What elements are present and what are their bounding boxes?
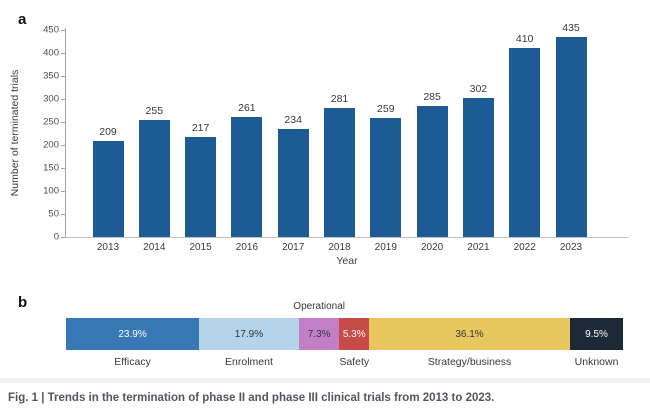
x-tick-label: 2021 bbox=[467, 242, 490, 253]
bar-value-label: 217 bbox=[191, 122, 210, 134]
bar-2022 bbox=[509, 48, 541, 237]
bar-2019 bbox=[370, 118, 402, 237]
y-tick-mark bbox=[61, 214, 65, 215]
panel-a-label: a bbox=[18, 11, 27, 28]
bar-value-label: 281 bbox=[330, 93, 349, 105]
x-tick-label: 2013 bbox=[96, 242, 120, 253]
y-tick-label: 300 bbox=[43, 93, 59, 105]
x-tick-label: 2017 bbox=[282, 242, 305, 253]
x-tick-label: 2014 bbox=[143, 242, 166, 253]
y-tick-label: 250 bbox=[43, 116, 59, 128]
y-tick-label: 400 bbox=[43, 47, 59, 59]
bar-chart: 0 50 100 150 200 250 300 350 400 450 209 2013 255 201… bbox=[43, 22, 628, 253]
segment-label-operational: Operational bbox=[293, 301, 346, 312]
y-tick-label: 50 bbox=[48, 208, 59, 220]
y-tick-mark bbox=[61, 191, 65, 192]
segment-operational: 7.3% bbox=[298, 318, 340, 350]
stacked-bar-chart: 23.9% Efficacy 17.9% Enrolment 7.3% Operation… bbox=[0, 280, 650, 380]
bar-value-label: 261 bbox=[238, 102, 256, 114]
segment-label-enrolment: Enrolment bbox=[225, 356, 273, 368]
segment-label-unknown: Unknown bbox=[574, 356, 619, 368]
segment-efficacy: 23.9% bbox=[66, 318, 200, 350]
x-tick-label: 2020 bbox=[420, 242, 444, 253]
y-tick-mark bbox=[61, 99, 65, 100]
bar-value-label: 209 bbox=[99, 126, 117, 138]
y-tick-label: 0 bbox=[53, 231, 59, 243]
y-tick-label: 200 bbox=[43, 139, 59, 151]
bar-2020 bbox=[416, 106, 448, 237]
x-axis-line bbox=[65, 237, 628, 238]
x-tick-label: 2023 bbox=[559, 242, 583, 253]
segment-label-efficacy: Efficacy bbox=[114, 356, 151, 368]
bar-value-label: 255 bbox=[145, 105, 164, 117]
y-tick-label: 450 bbox=[43, 24, 59, 36]
bar-2023 bbox=[555, 37, 587, 237]
y-axis-line bbox=[65, 28, 66, 237]
x-tick-label: 2015 bbox=[189, 242, 212, 253]
x-tick-label: 2016 bbox=[235, 242, 259, 253]
bar-2017 bbox=[277, 129, 309, 237]
y-tick-mark bbox=[61, 237, 65, 238]
y-tick-mark bbox=[61, 30, 65, 31]
bar-2018 bbox=[324, 108, 355, 237]
segment-label-strategy-business: Strategy/business bbox=[427, 356, 512, 368]
bar-2013 bbox=[92, 141, 124, 237]
bar-value-label: 259 bbox=[377, 103, 395, 115]
segment-unknown: 9.5% bbox=[570, 318, 623, 350]
segment-strategy-business: 36.1% bbox=[369, 318, 571, 350]
figure-divider bbox=[0, 378, 650, 383]
x-tick-label: 2018 bbox=[328, 242, 351, 253]
bar-2016 bbox=[231, 117, 263, 237]
bar-2021 bbox=[462, 98, 494, 237]
y-tick-mark bbox=[61, 168, 65, 169]
bar-value-label: 410 bbox=[515, 33, 534, 45]
x-tick-label: 2019 bbox=[374, 242, 397, 253]
bar-value-label: 285 bbox=[423, 91, 441, 103]
bar-value-label: 302 bbox=[469, 83, 488, 95]
figure-caption: Fig. 1 | Trends in the termination of ph… bbox=[8, 392, 495, 404]
x-axis-title: Year bbox=[336, 255, 358, 267]
y-tick-label: 100 bbox=[43, 185, 59, 197]
panel-b-label: b bbox=[18, 294, 28, 311]
segment-safety: 5.3% bbox=[339, 318, 369, 350]
segment-enrolment: 17.9% bbox=[199, 318, 299, 350]
y-tick-mark bbox=[61, 122, 65, 123]
y-tick-mark bbox=[61, 53, 65, 54]
y-tick-label: 350 bbox=[43, 70, 59, 82]
y-tick-mark bbox=[61, 145, 65, 146]
x-tick-label: 2022 bbox=[513, 242, 536, 253]
y-tick-label: 150 bbox=[43, 162, 59, 174]
bar-value-label: 234 bbox=[284, 114, 302, 126]
segment-label-safety: Safety bbox=[339, 356, 370, 368]
bar-value-label: 435 bbox=[562, 22, 580, 34]
y-tick-mark bbox=[61, 76, 65, 77]
bar-2014 bbox=[138, 120, 170, 237]
bar-2015 bbox=[185, 137, 217, 237]
